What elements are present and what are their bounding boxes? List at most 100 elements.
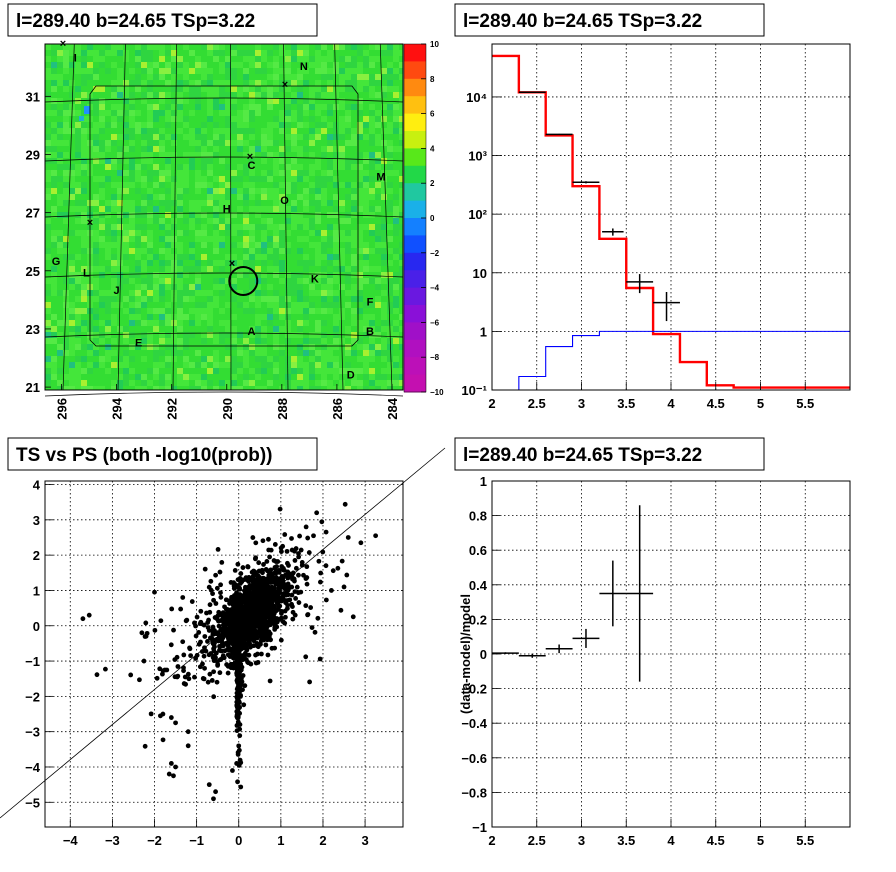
heatmap-cell [135,356,141,362]
heatmap-cell [195,338,201,344]
survey-boundary [89,85,359,347]
heatmap-cell [201,158,207,164]
heatmap-cell [141,134,147,140]
heatmap-cell [105,302,111,308]
heatmap-cell [99,50,105,56]
heatmap-cell [129,86,135,92]
heatmap-cell [99,368,105,374]
heatmap-cell [165,380,171,386]
heatmap-cell [261,380,267,386]
heatmap-cell [321,212,327,218]
heatmap-cell [243,176,249,182]
heatmap-cell [237,50,243,56]
heatmap-cell [63,116,69,122]
heatmap-cell [111,188,117,194]
heatmap-cell [339,314,345,320]
heatmap-cell [201,140,207,146]
heatmap-cell [45,386,51,390]
heatmap-cell [255,224,261,230]
spectrum-y-tick-label: 10³ [468,149,487,164]
heatmap-cell [297,128,303,134]
heatmap-cell [147,128,153,134]
heatmap-cell [393,170,399,176]
heatmap-cell [375,224,381,230]
heatmap-cell [153,62,159,68]
heatmap-cell [69,44,75,50]
heatmap-cell [165,236,171,242]
heatmap-cell [339,326,345,332]
heatmap-cell [129,194,135,200]
heatmap-cell [225,362,231,368]
heatmap-cell [99,128,105,134]
heatmap-cell [81,224,87,230]
sky-map-y-tick-label: 25 [26,264,40,279]
heatmap-cell [201,194,207,200]
heatmap-cell [279,74,285,80]
heatmap-cell [345,356,351,362]
heatmap-cell [261,122,267,128]
heatmap-cell [309,152,315,158]
heatmap-cell [261,314,267,320]
heatmap-cell [117,164,123,170]
heatmap-cell [267,248,273,254]
heatmap-cell [129,164,135,170]
heatmap-cell [189,296,195,302]
heatmap-cell [165,326,171,332]
heatmap-cell [267,200,273,206]
heatmap-cell [189,62,195,68]
heatmap-cell [309,80,315,86]
sky-map-x-ticks: 296 294 292 290 288 286 284 [55,384,400,420]
heatmap-cell [261,128,267,134]
heatmap-cell [273,266,279,272]
heatmap-cell [339,56,345,62]
heatmap-cell [243,212,249,218]
colorbar-tick-label: −8 [430,353,440,362]
spectrum-y-tick-label: 10⁴ [466,90,487,105]
heatmap-cell [183,218,189,224]
heatmap-cell [105,380,111,386]
heatmap-cell [321,374,327,380]
heatmap-cell [123,194,129,200]
heatmap-cell [381,356,387,362]
heatmap-cell [267,344,273,350]
heatmap-cell [129,266,135,272]
heatmap-cell [147,248,153,254]
heatmap-cell [345,386,351,390]
heatmap-cell [387,50,393,56]
heatmap-cell [351,380,357,386]
heatmap-cell [111,218,117,224]
scatter-point [266,547,272,553]
sky-map-x-tick-label: 296 [55,398,70,420]
heatmap-cell [291,356,297,362]
heatmap-cell [351,152,357,158]
heatmap-cell [291,50,297,56]
longitude-line [62,43,75,391]
heatmap-cell [399,356,403,362]
heatmap-cell [243,350,249,356]
heatmap-cell [273,326,279,332]
heatmap-cell [279,338,285,344]
heatmap-cell [321,92,327,98]
heatmap-cell [177,212,183,218]
heatmap-cell [51,152,57,158]
heatmap-cell [195,176,201,182]
heatmap-cell [225,314,231,320]
heatmap-cell [231,368,237,374]
heatmap-cell [141,362,147,368]
scatter-point [255,574,261,580]
heatmap-cell [231,98,237,104]
heatmap-cell [57,278,63,284]
heatmap-cell [255,170,261,176]
heatmap-cell [225,344,231,350]
heatmap-cell [387,152,393,158]
heatmap-cell [345,50,351,56]
heatmap-cell [57,260,63,266]
heatmap-cell [189,116,195,122]
heatmap-cell [81,92,87,98]
heatmap-cell [285,110,291,116]
heatmap-cell [207,146,213,152]
heatmap-cell [279,134,285,140]
heatmap-cell [45,56,51,62]
heatmap-cell [267,278,273,284]
